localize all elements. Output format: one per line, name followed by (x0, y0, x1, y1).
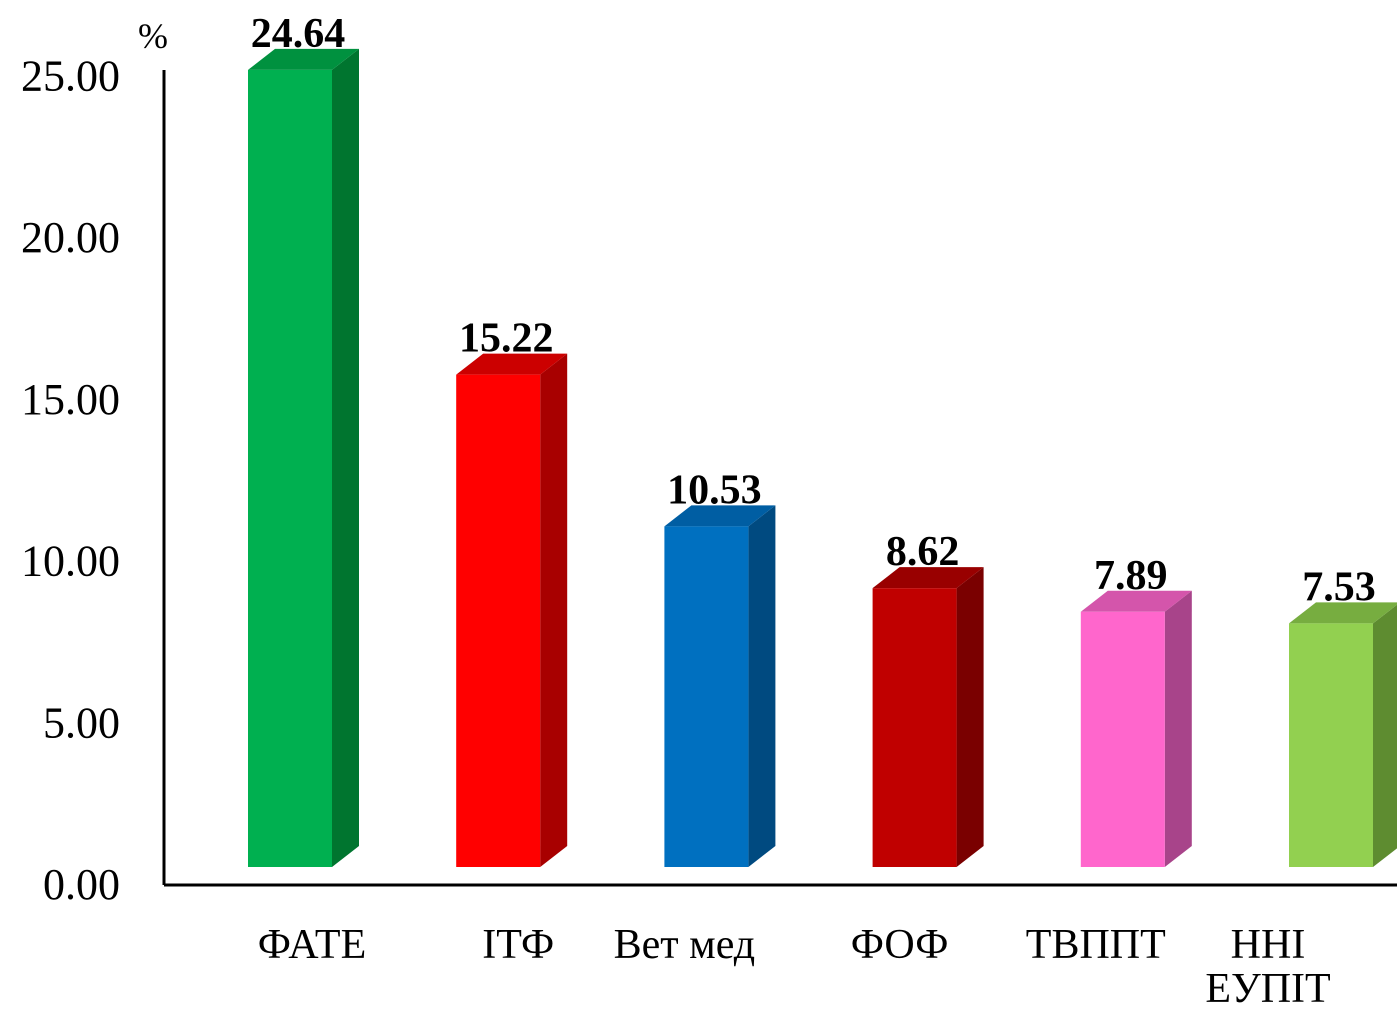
value-label: 7.89 (1094, 553, 1168, 599)
bars (248, 48, 1397, 868)
category-label: ФАТЕ (258, 922, 367, 968)
y-axis-unit-label: % (138, 16, 168, 56)
bar-top (664, 505, 776, 527)
bar (248, 48, 359, 868)
bar (664, 505, 776, 867)
y-tick-label: 20.00 (21, 213, 120, 262)
bar (456, 353, 568, 867)
y-tick-label: 0.00 (43, 860, 120, 909)
bar (1080, 590, 1192, 867)
value-label: 7.53 (1302, 564, 1376, 610)
bar-side (1164, 590, 1192, 867)
bar-top (1289, 602, 1397, 624)
bar-front (1080, 611, 1165, 867)
y-tick-label: 25.00 (21, 51, 120, 100)
bar-top (248, 48, 359, 70)
bar-top (456, 353, 568, 375)
y-tick-labels: 0.00 5.00 10.00 15.00 20.00 25.00 (21, 51, 120, 909)
bar-front (872, 588, 957, 867)
category-label: ТВППТ (1026, 922, 1166, 968)
category-label: ЕУПІТ (1205, 966, 1330, 1012)
bar-side (332, 48, 359, 868)
y-tick-label: 5.00 (43, 698, 120, 747)
y-tick-label: 15.00 (21, 375, 120, 424)
value-label: 24.64 (251, 11, 346, 57)
value-label: 10.53 (667, 467, 762, 513)
bar-side (956, 567, 984, 867)
axes: % (138, 16, 1397, 887)
category-label: ІТФ (482, 922, 554, 968)
bar-front (456, 374, 541, 867)
value-label: 8.62 (886, 529, 960, 575)
category-label: ФОФ (851, 922, 949, 968)
category-label: ННІ (1231, 922, 1306, 968)
y-tick-label: 10.00 (21, 537, 120, 586)
value-label: 15.22 (459, 316, 554, 362)
bar (1289, 602, 1397, 867)
bar-top (1080, 590, 1192, 612)
value-labels: 24.64 15.22 10.53 8.62 7.89 7.53 (251, 11, 1376, 611)
category-label: Вет мед (614, 922, 756, 968)
bar-front (1289, 623, 1373, 867)
bar-side (540, 353, 568, 867)
bar-side (748, 505, 776, 867)
bar (872, 567, 984, 867)
bar-top (872, 567, 984, 589)
bar-front (664, 526, 749, 867)
bar-front (248, 69, 332, 867)
bar-side (1373, 604, 1397, 867)
